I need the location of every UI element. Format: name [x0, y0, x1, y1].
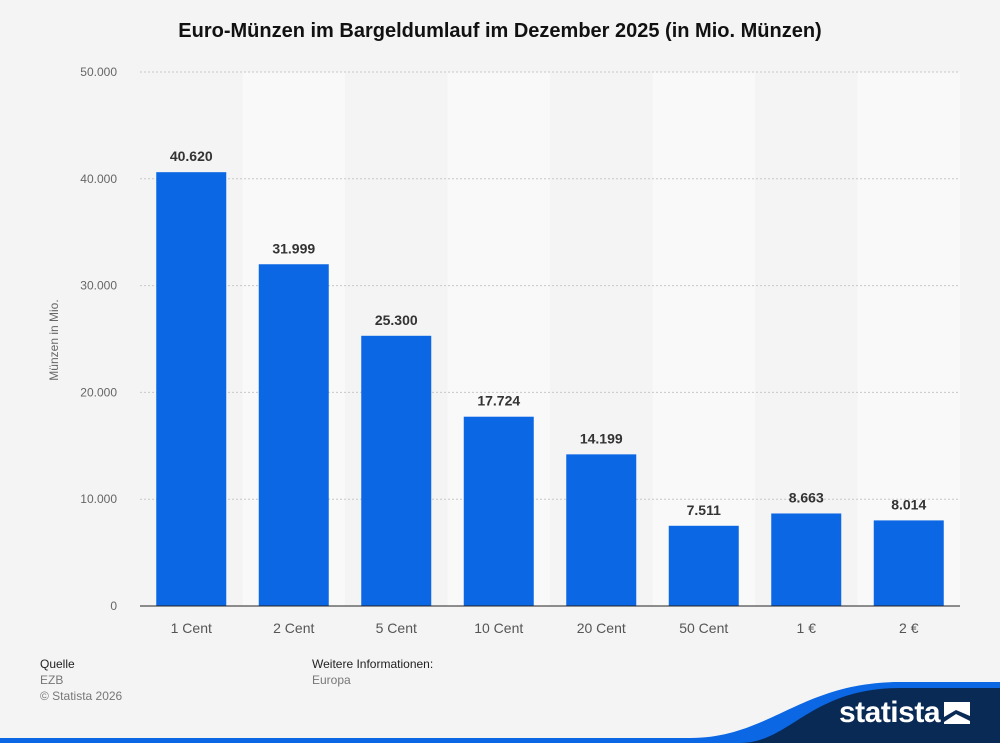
bar-chart: 0 10.000 20.000 30.000 40.000 50.000 40.620 31…: [47, 65, 960, 636]
y-tick-label: 0: [110, 599, 117, 613]
banner-dark-wave: [740, 688, 1000, 743]
source-block: Quelle EZB © Statista 2026: [40, 656, 122, 704]
bar[interactable]: [873, 520, 944, 606]
bar[interactable]: [258, 264, 329, 606]
statista-logo-icon: [944, 702, 970, 724]
y-tick-label: 50.000: [80, 65, 117, 79]
data-label: 7.511: [687, 502, 721, 518]
data-label: 8.663: [789, 489, 824, 505]
data-label: 25.300: [375, 312, 418, 328]
x-tick-label: 2 €: [899, 620, 919, 636]
source-value[interactable]: EZB: [40, 673, 64, 687]
column-band: [652, 72, 755, 606]
banner-accent-wave: [0, 682, 1000, 743]
y-axis-label: Münzen in Mio.: [47, 299, 61, 380]
y-tick-label: 10.000: [80, 492, 117, 506]
bar[interactable]: [771, 513, 842, 606]
data-label: 8.014: [891, 496, 926, 512]
x-tick-label: 5 Cent: [376, 620, 417, 636]
x-tick-label: 2 Cent: [273, 620, 314, 636]
chart-title: Euro-Münzen im Bargeldumlauf im Dezember…: [178, 20, 822, 42]
copyright: © Statista 2026: [40, 689, 123, 703]
y-tick-label: 40.000: [80, 172, 117, 186]
bar[interactable]: [566, 454, 637, 606]
bar[interactable]: [156, 172, 227, 606]
statista-logo-text[interactable]: statista: [838, 696, 941, 729]
info-heading: Weitere Informationen:: [312, 657, 434, 671]
x-tick-label: 1 €: [797, 620, 817, 636]
y-tick-label: 30.000: [80, 279, 117, 293]
data-label: 40.620: [170, 148, 213, 164]
x-tick-label: 10 Cent: [474, 620, 523, 636]
bar[interactable]: [361, 335, 432, 606]
bar[interactable]: [463, 416, 534, 606]
source-heading: Quelle: [40, 657, 75, 671]
y-tick-label: 20.000: [80, 385, 117, 399]
data-label: 31.999: [272, 240, 315, 256]
column-band: [857, 72, 960, 606]
info-block: Weitere Informationen: Europa: [312, 656, 433, 688]
x-tick-label: 50 Cent: [679, 620, 728, 636]
info-value[interactable]: Europa: [312, 673, 351, 687]
bar[interactable]: [668, 525, 739, 606]
data-label: 17.724: [477, 393, 520, 409]
x-tick-label: 1 Cent: [171, 620, 212, 636]
x-tick-label: 20 Cent: [577, 620, 626, 636]
data-label: 14.199: [580, 430, 623, 446]
